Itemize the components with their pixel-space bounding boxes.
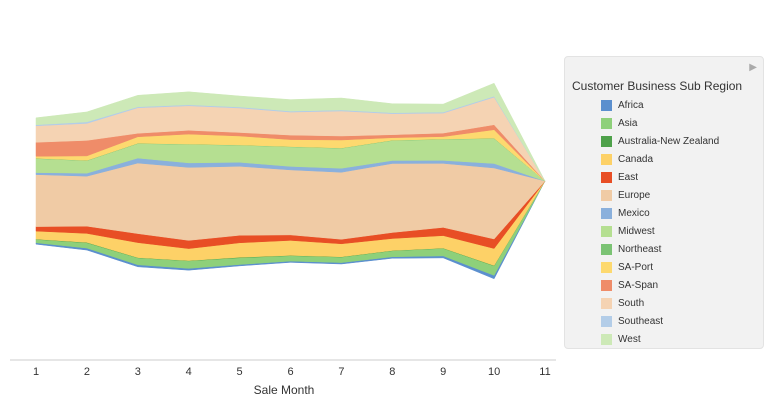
x-tick-label: 10	[488, 366, 500, 378]
legend-swatch	[601, 117, 612, 129]
x-tick-label: 4	[186, 366, 192, 378]
x-tick-label: 3	[135, 366, 141, 378]
x-tick-label: 2	[84, 366, 90, 378]
legend-swatch	[601, 171, 612, 183]
legend-label: Europe	[618, 189, 651, 201]
x-tick-label: 11	[539, 366, 550, 378]
legend-item-australia-new-zealand[interactable]: Australia-New Zealand	[601, 134, 719, 148]
legend-item-europe[interactable]: Europe	[601, 188, 650, 202]
legend-label: Africa	[618, 99, 644, 111]
legend-swatch	[601, 225, 612, 237]
x-tick-label: 9	[440, 366, 446, 378]
legend-label: SA-Span	[618, 279, 659, 291]
x-axis-title: Sale Month	[254, 383, 315, 397]
legend-item-sa-port[interactable]: SA-Port	[601, 260, 653, 274]
legend-swatch	[601, 153, 612, 165]
legend-item-asia[interactable]: Asia	[601, 116, 637, 130]
stream-layers	[35, 82, 546, 280]
legend-swatch	[601, 189, 612, 201]
legend-swatch	[601, 135, 612, 147]
legend-label: Canada	[618, 153, 654, 165]
legend-item-midwest[interactable]: Midwest	[601, 224, 655, 238]
legend-item-sa-span[interactable]: SA-Span	[601, 278, 658, 292]
x-tick-label: 7	[338, 366, 344, 378]
legend-label: East	[618, 171, 639, 183]
legend-item-southeast[interactable]: Southeast	[601, 314, 663, 328]
legend-item-mexico[interactable]: Mexico	[601, 206, 650, 220]
x-tick-label: 5	[237, 366, 243, 378]
legend-item-south[interactable]: South	[601, 296, 644, 310]
x-tick-label: 8	[389, 366, 395, 378]
legend-label: South	[618, 297, 645, 309]
legend-label: Midwest	[618, 225, 655, 237]
legend-swatch	[601, 315, 612, 327]
x-tick-label: 6	[287, 366, 293, 378]
legend-label: Asia	[618, 117, 638, 129]
stream-west[interactable]	[35, 82, 546, 182]
legend-label: Australia-New Zealand	[618, 135, 720, 147]
legend-label: Mexico	[618, 207, 650, 219]
legend-swatch	[601, 297, 612, 309]
legend-item-west[interactable]: West	[601, 332, 641, 346]
stream-europe[interactable]	[35, 162, 546, 241]
legend-panel: ▶ Customer Business Sub Region Africa Asi…	[564, 56, 764, 349]
legend-swatch	[601, 279, 612, 291]
legend-swatch	[601, 243, 612, 255]
legend-item-east[interactable]: East	[601, 170, 638, 184]
legend-swatch	[601, 333, 612, 345]
legend-label: West	[618, 333, 641, 345]
legend-item-africa[interactable]: Africa	[601, 98, 644, 112]
legend-swatch	[601, 99, 612, 111]
legend-label: Southeast	[618, 315, 664, 327]
x-tick-label: 1	[33, 366, 39, 378]
legend-label: SA-Port	[618, 261, 654, 273]
legend-swatch	[601, 207, 612, 219]
legend-item-canada[interactable]: Canada	[601, 152, 653, 166]
legend-title: Customer Business Sub Region	[572, 79, 743, 93]
legend-label: Northeast	[618, 243, 662, 255]
play-right-icon[interactable]: ▶	[749, 62, 757, 73]
x-axis-ticks: 1 2 3 4 5 6 7 8 9 10 11	[33, 366, 551, 378]
legend-swatch	[601, 261, 612, 273]
legend-item-northeast[interactable]: Northeast	[601, 242, 661, 256]
